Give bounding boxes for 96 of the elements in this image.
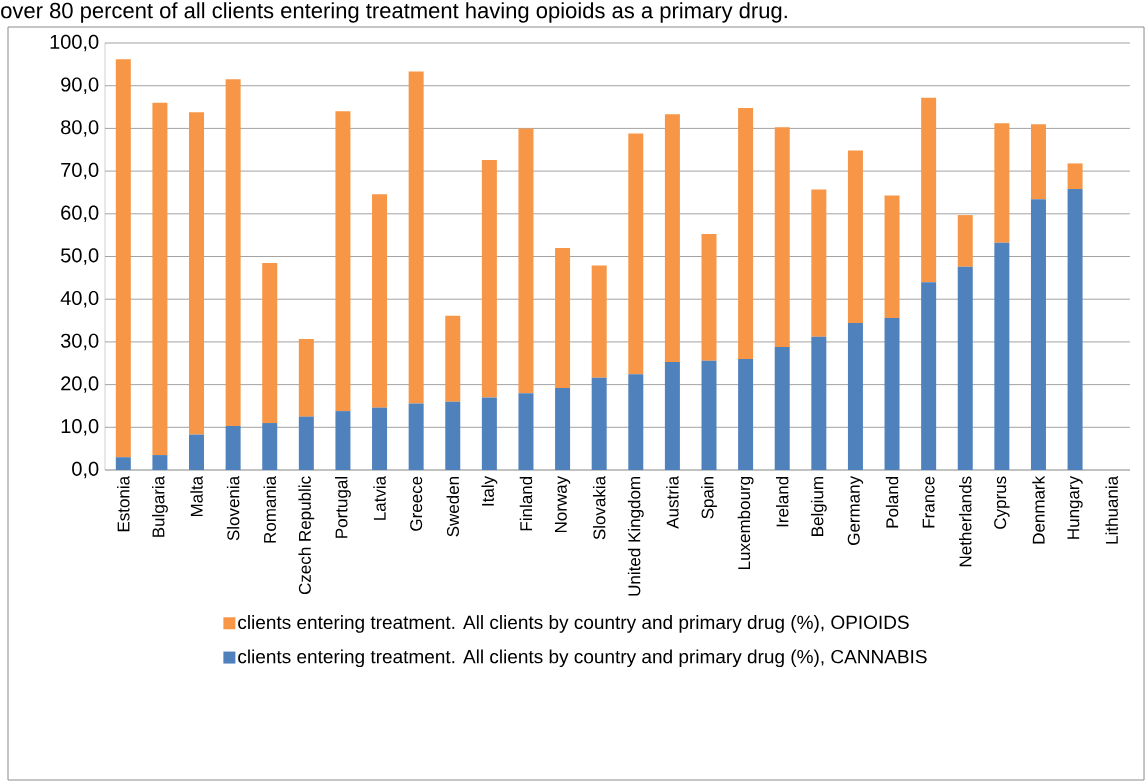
x-tick-label: Lithuania <box>1105 475 1118 544</box>
x-tick-label: France <box>922 476 935 528</box>
bar <box>738 107 754 359</box>
x-tick-label: Latvia <box>373 475 386 520</box>
bar <box>1067 189 1083 471</box>
x-tick-label: Ireland <box>775 476 789 527</box>
bar <box>664 361 680 471</box>
bar <box>884 195 900 318</box>
bar <box>152 455 168 471</box>
x-tick-label: Norway <box>554 475 571 533</box>
x-tick-label: Bulgaria <box>151 475 168 537</box>
bar <box>189 434 205 471</box>
x-tick-label: Portugal <box>335 477 351 538</box>
bar <box>115 59 131 458</box>
bar <box>591 377 607 471</box>
bar <box>774 127 790 348</box>
bar <box>262 262 278 424</box>
bar <box>701 233 717 361</box>
x-tick-label: Spain <box>701 476 717 519</box>
x-tick-label: Estonia <box>117 475 130 532</box>
x-tick-label: Sweden <box>446 477 460 537</box>
x-tick-label: Italy <box>481 475 498 506</box>
bar <box>847 150 863 324</box>
bar <box>372 407 388 471</box>
bar <box>445 315 461 402</box>
bar <box>628 374 644 471</box>
bar <box>555 388 571 471</box>
x-tick-label: United Kingdom <box>627 477 644 596</box>
x-tick-label: Hungary <box>1067 475 1083 539</box>
y-tick-label: 90,0 <box>61 77 99 94</box>
bar <box>811 336 827 471</box>
bar <box>189 112 205 435</box>
x-tick-label: Luxembourg <box>737 476 754 569</box>
x-tick-label: Cyprus <box>994 476 1010 529</box>
bar <box>628 133 644 375</box>
bar <box>994 242 1010 471</box>
bar <box>1067 163 1083 190</box>
bar <box>921 282 937 471</box>
bar <box>994 123 1010 243</box>
x-tick-label: Belgium <box>810 477 827 536</box>
y-tick-label: 0,0 <box>72 461 99 479</box>
bar <box>115 457 131 471</box>
y-tick-label: 30,0 <box>60 333 99 351</box>
bar <box>774 347 790 471</box>
bar <box>298 416 314 471</box>
y-tick-label: 100,0 <box>50 34 99 52</box>
bar <box>298 338 314 417</box>
y-tick-label: 20,0 <box>61 376 99 393</box>
bar <box>445 401 461 471</box>
bar <box>884 318 900 471</box>
x-tick-label: Austria <box>666 475 679 529</box>
bar <box>262 423 278 471</box>
bar <box>591 265 607 378</box>
bar <box>664 114 680 362</box>
y-tick-label: 70,0 <box>61 162 99 180</box>
y-tick-label: 50,0 <box>61 248 99 265</box>
y-tick-label: 80,0 <box>61 120 99 137</box>
y-tick-label: 60,0 <box>61 205 99 223</box>
bar <box>408 71 424 404</box>
x-tick-label: Slovenia <box>226 475 240 541</box>
x-tick-label: Netherlands <box>959 476 972 567</box>
bar <box>738 358 754 471</box>
x-tick-label: Slovakia <box>592 475 606 540</box>
bar <box>225 79 241 427</box>
bar <box>1030 199 1046 471</box>
bar <box>225 426 241 471</box>
x-tick-label: Denmark <box>1032 475 1045 544</box>
bar <box>518 393 534 471</box>
legend-label: clients entering treatment. All clients by country and primary drug (%), CANNABIS <box>238 649 927 668</box>
bar <box>481 397 497 471</box>
x-tick-label: Romania <box>263 475 276 543</box>
bar <box>335 411 351 471</box>
x-tick-label: Finland <box>519 476 533 531</box>
bar <box>921 97 937 283</box>
bar <box>555 247 571 389</box>
bar <box>847 323 863 471</box>
x-tick-label: Poland <box>885 476 899 528</box>
bar <box>335 111 351 412</box>
bar <box>957 266 973 471</box>
bar <box>372 194 388 408</box>
y-tick-label: 10,0 <box>61 419 99 436</box>
bar <box>1030 124 1046 200</box>
x-tick-label: Czech Republic <box>298 476 315 595</box>
bar <box>811 189 827 337</box>
text: over 80 percent of all clients entering treatment having opioids as a primary drug. <box>1 2 787 23</box>
bar <box>701 360 717 471</box>
x-tick-label: Malta <box>190 475 203 517</box>
bar <box>408 403 424 471</box>
legend-label: clients entering treatment. All clients by country and primary drug (%), OPIOIDS <box>238 615 909 633</box>
y-tick-label: 40,0 <box>60 290 99 308</box>
bar <box>518 128 534 394</box>
x-tick-label: Greece <box>410 476 423 531</box>
bar <box>152 102 168 456</box>
bar <box>481 160 497 398</box>
bar <box>957 215 973 267</box>
x-tick-label: Germany <box>847 475 864 545</box>
